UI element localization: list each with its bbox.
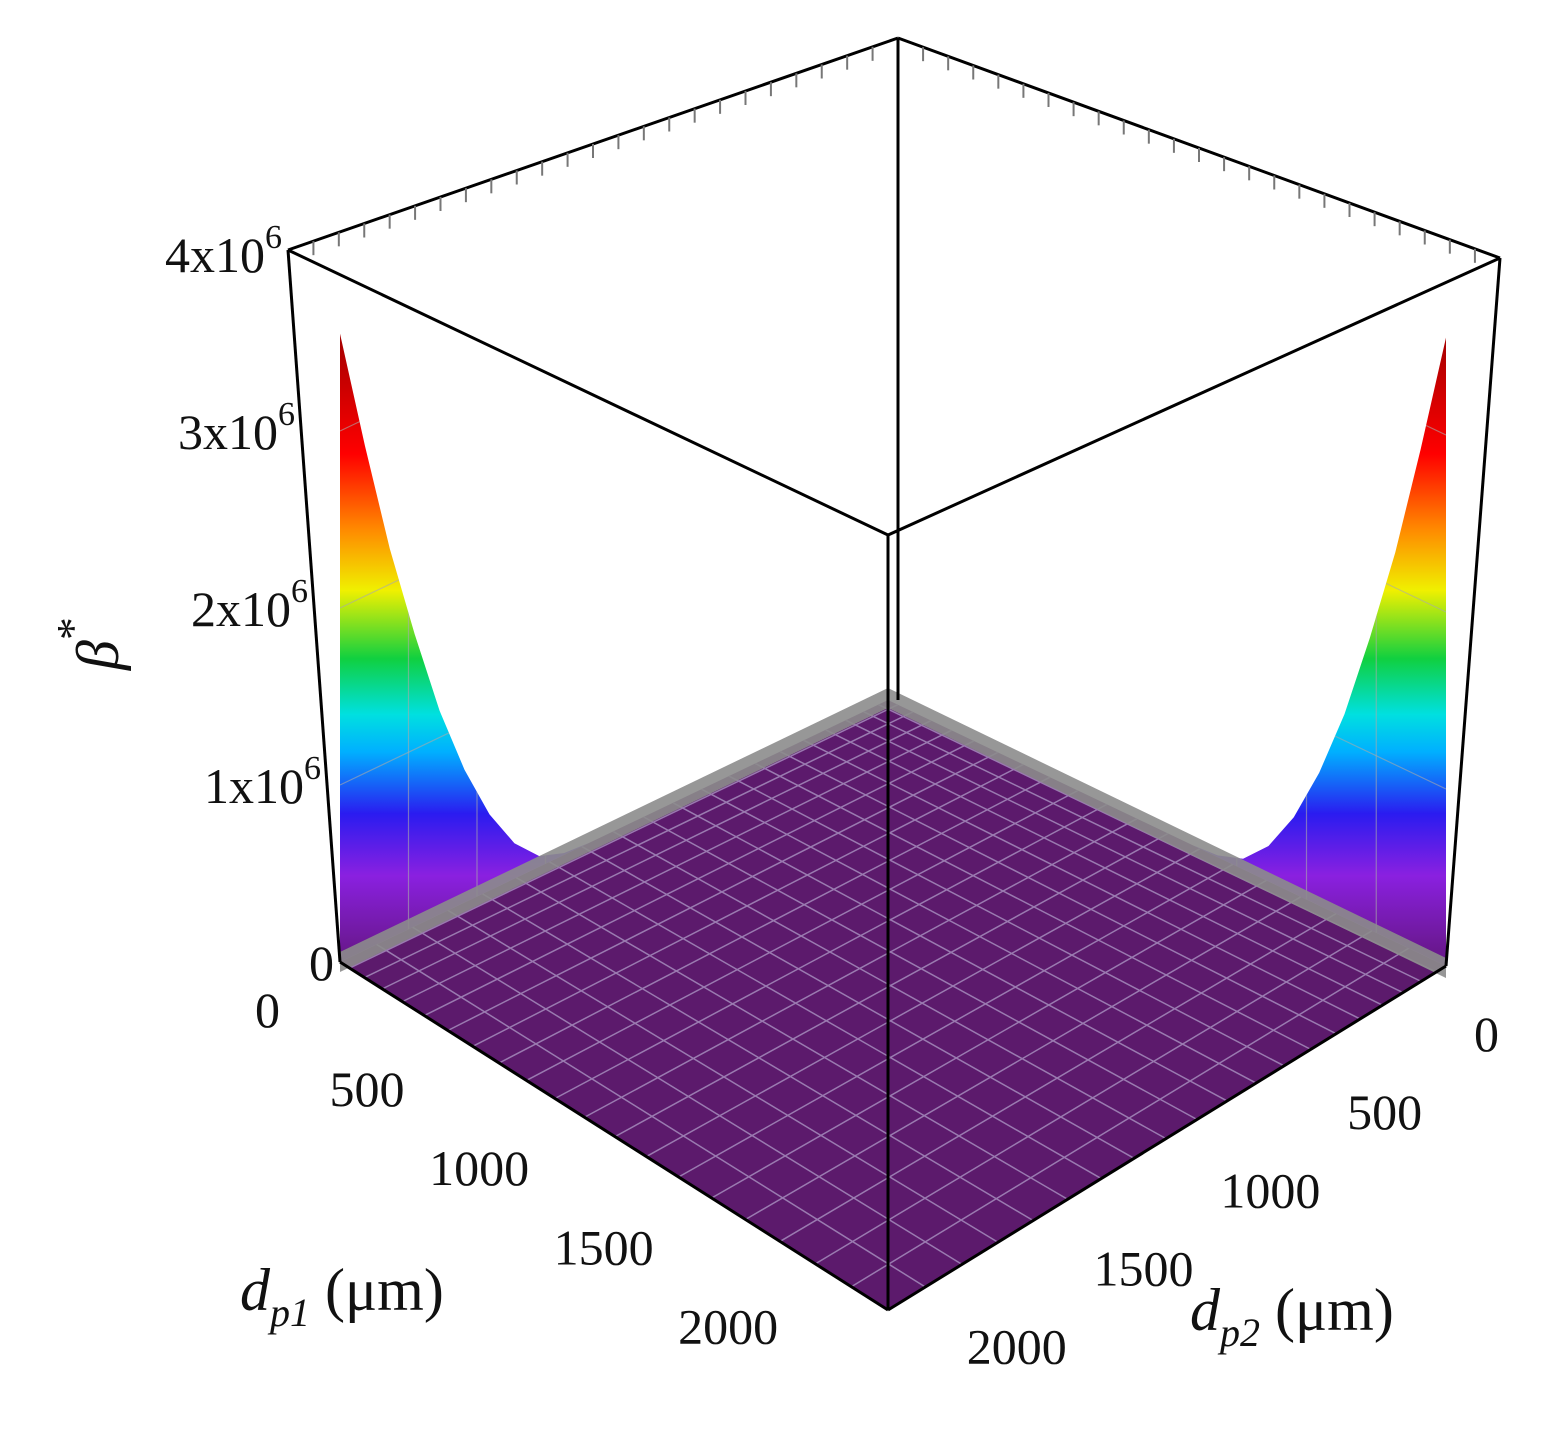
top-edge-ticks [312,46,1476,263]
floor-grid-line [614,832,1169,1138]
floor-grid-line [349,703,899,969]
floor-grid-line [845,719,1404,994]
dp1-tick-label: 1500 [554,1219,654,1275]
z-axis-title: β* [47,617,131,671]
dp1-axis-symbol: d [240,1257,271,1323]
floor-grid-line [554,803,1108,1100]
floor-grid-line [754,762,1312,1051]
floor-grid-line [728,775,1285,1067]
dp2-tick-label: 2000 [967,1319,1067,1375]
z-tick-label: 4x106 [165,219,282,283]
floor-grid-line [612,830,1167,1140]
floor-grid-line [678,863,1234,1178]
floor-grid-line [779,750,1337,1035]
dp1-tick-label: 1000 [429,1140,529,1196]
floor-grid-line [482,893,1034,1222]
floor-grid-line [472,763,1024,1048]
floor-grid-line [701,788,1257,1084]
floor-grid-line [584,818,1138,1118]
floor-grid-line [814,930,1373,1265]
floor-grid-line [863,711,1422,983]
z-axis-superscript: * [47,617,98,640]
floor-grid-line [447,909,999,1243]
dp2-axis-title: dp2 (μm) [1190,1277,1394,1355]
dp1-axis-title: dp1 (μm) [240,1257,444,1335]
floor-grid-line [645,848,1201,1158]
dp2-tick-label: 1000 [1220,1162,1320,1218]
dp2-axis-unit: (μm) [1260,1277,1394,1343]
floor-grid-line [412,926,963,1266]
floor-grid-line [364,711,914,979]
floor-grid-line [526,789,1079,1082]
floor-grid-line [402,729,952,1003]
floor-grid-line [779,912,1337,1243]
z-axis-symbol: β [65,640,131,671]
dp1-axis-subscript: p1 [267,1290,310,1335]
right-trough-band [888,688,1446,978]
z-tick-label: 1x106 [204,750,321,814]
floor-grid-line [825,729,1383,1006]
z-tick-label: 3x106 [178,396,295,460]
floor-grid-line [643,816,1198,1121]
floor-grid-line [581,845,1135,1159]
floor-grid-line [498,776,1051,1064]
floor-grid-line [672,802,1228,1102]
floor-grid-line [423,740,975,1017]
floor-grid-line [549,861,1102,1180]
dp1-tick-label: 2000 [678,1298,778,1354]
floor-grid-line [376,943,926,1288]
wall-grid-line [340,333,889,432]
dp1-tick-label: 0 [255,982,280,1038]
dp2-axis-subscript: p2 [1217,1310,1260,1355]
floor-surface [340,700,1446,1310]
dp2-axis-tick-labels: 0 500 1000 1500 2000 [967,1006,1499,1375]
dp1-axis-unit: (μm) [310,1257,444,1323]
floor-grid-line [803,739,1361,1020]
dp1-tick-label: 500 [330,1061,405,1117]
floor-grid-line [850,947,1410,1288]
dp2-tick-label: 500 [1347,1084,1422,1140]
wall-grid-line [340,345,889,609]
dp2-tick-label: 0 [1474,1006,1499,1062]
floor-grid-line [711,879,1267,1199]
z-axis-tick-labels: 0 1x106 2x106 3x106 4x106 [165,219,334,991]
floor-grid-line [515,877,1068,1200]
dp2-axis-symbol: d [1190,1277,1221,1343]
dp1-axis-tick-labels: 0 500 1000 1500 2000 [255,982,778,1354]
floor-grid-line [381,719,932,990]
floor-grid-line [447,751,999,1032]
floor-grid-line [745,896,1302,1221]
z-tick-label: 2x106 [191,573,308,637]
dp2-tick-label: 1500 [1094,1241,1194,1297]
z-tick-label: 0 [309,935,334,991]
wall-grid-line [887,345,1446,613]
left-trough-band [340,688,888,972]
floor-grid [349,703,1437,1288]
